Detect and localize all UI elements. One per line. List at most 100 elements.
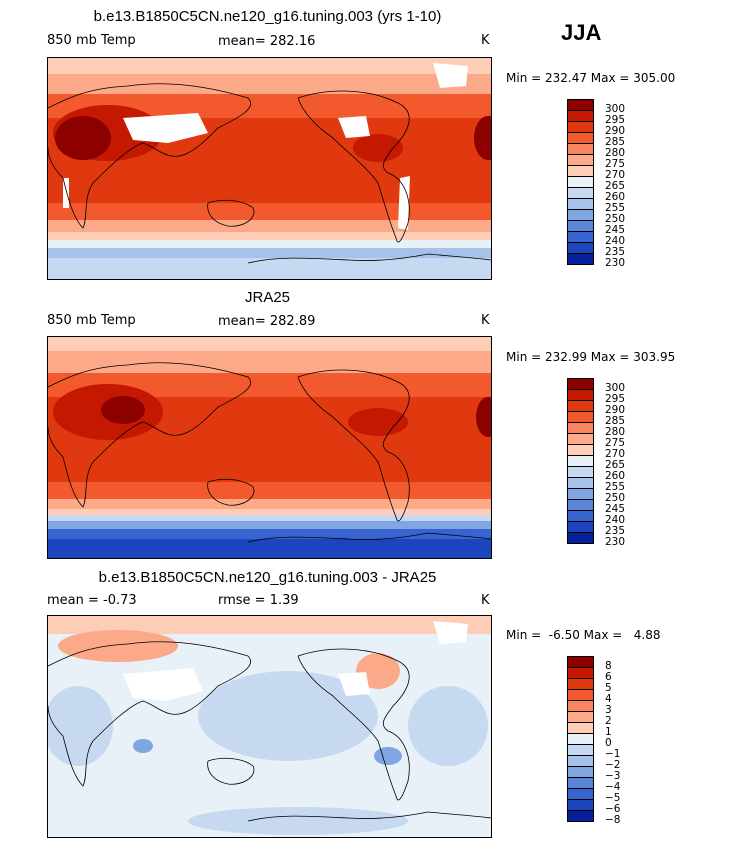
band-subtropic-south <box>48 482 491 499</box>
panel-1-map <box>47 57 492 280</box>
band-antarctic-outer <box>48 529 491 539</box>
band-mid-lat-south <box>48 499 491 509</box>
missing-greenland <box>433 63 468 88</box>
panel-2-colorbar <box>567 378 594 544</box>
colorbar-tick-label: 280 <box>605 426 626 438</box>
hotspot-sahara <box>55 116 111 160</box>
missing-tibet <box>123 668 203 701</box>
colorbar-tick-label: −8 <box>605 814 621 826</box>
season-label: JJA <box>561 20 602 45</box>
colorbar-tick-label: 0 <box>605 737 612 749</box>
band-south-cool <box>48 232 491 240</box>
diff-arctic-warm <box>48 616 491 634</box>
diff-atlantic-cool <box>408 686 488 766</box>
colorbar-tick-label: 4 <box>605 693 612 705</box>
colorbar-tick-label: 295 <box>605 393 626 405</box>
colorbar-tick-label: 295 <box>605 114 626 126</box>
band-high-lat-north <box>48 74 491 94</box>
missing-tibet <box>123 113 208 143</box>
colorbar-tick-label: 280 <box>605 147 626 159</box>
colorbar-tick-label: −4 <box>605 781 621 793</box>
colorbar-tick-label: 255 <box>605 481 626 493</box>
coast-antarctica <box>247 532 491 543</box>
colorbar-tick-label: 235 <box>605 246 626 258</box>
coast-eurasia-africa <box>48 641 251 787</box>
colorbar-tick-label: 260 <box>605 191 626 203</box>
band-antarctic-edge <box>48 248 491 258</box>
colorbar-tick-label: 285 <box>605 415 626 427</box>
hotspot-east-edge <box>474 116 491 160</box>
diff-indonesia-cool <box>133 739 153 753</box>
colorbar-tick-label: −3 <box>605 770 621 782</box>
missing-rockies <box>338 672 370 696</box>
band-arctic <box>48 58 491 74</box>
colorbar-tick-label: 250 <box>605 492 626 504</box>
colorbar-tick-label: 245 <box>605 503 626 515</box>
hotspot-arabia <box>101 396 145 424</box>
panel-3-units: K <box>481 593 490 608</box>
colorbar-tick-label: −5 <box>605 792 621 804</box>
panel-2-variable-label: 850 mb Temp <box>47 313 136 328</box>
coast-americas <box>297 648 410 801</box>
coast-australia <box>207 199 255 227</box>
colorbar-tick-label: 6 <box>605 671 612 683</box>
band-antarctic <box>48 539 491 558</box>
colorbar-tick-label: 245 <box>605 224 626 236</box>
band-antarctic-edge <box>48 521 491 529</box>
panel-1-mean-label: mean= 282.16 <box>218 34 316 49</box>
colorbar-tick-label: 300 <box>605 382 626 394</box>
band-south-cold <box>48 515 491 521</box>
colorbar-tick-label: 290 <box>605 125 626 137</box>
colorbar-tick-label: 270 <box>605 169 626 181</box>
panel-3-colorbar <box>567 656 594 822</box>
colorbar-tick-label: 235 <box>605 525 626 537</box>
panel-3-map-svg <box>48 616 491 837</box>
colorbar-tick-label: 270 <box>605 448 626 460</box>
band-antarctic <box>48 258 491 279</box>
band-mid-lat-south <box>48 220 491 232</box>
hotspot-east-edge <box>476 397 491 437</box>
colorbar-tick-label: 240 <box>605 235 626 247</box>
panel-1-colorbar <box>567 99 594 265</box>
panel-2-units: K <box>481 313 490 328</box>
panel-2-title: JRA25 <box>244 289 291 306</box>
panel-2-map <box>47 336 492 559</box>
colorbar-tick-label: 260 <box>605 470 626 482</box>
panel-1-variable-label: 850 mb Temp <box>47 33 136 48</box>
colorbar-tick-label: 265 <box>605 459 626 471</box>
panel-2-mean-label: mean= 282.89 <box>218 314 316 329</box>
colorbar-tick-label: 230 <box>605 536 626 548</box>
colorbar-tick-label: 8 <box>605 660 612 672</box>
colorbar-tick-label: 3 <box>605 704 612 716</box>
panel-1-minmax: Min = 232.47 Max = 305.00 <box>506 71 676 85</box>
missing-andes <box>398 176 410 230</box>
band-south-cool <box>48 509 491 515</box>
colorbar-tick-label: 275 <box>605 437 626 449</box>
diff-antarctic-cool <box>188 807 408 835</box>
coast-antarctica <box>247 811 491 822</box>
colorbar-tick-label: 240 <box>605 514 626 526</box>
panel-2-minmax: Min = 232.99 Max = 303.95 <box>506 350 676 364</box>
colorbar-tick-label: −2 <box>605 759 621 771</box>
band-south-cold <box>48 240 491 248</box>
diff-peru-cool <box>374 747 402 765</box>
colorbar-tick-label: −1 <box>605 748 621 760</box>
panel-3-map <box>47 615 492 838</box>
colorbar-tick-label: 285 <box>605 136 626 148</box>
colorbar-tick-label: 1 <box>605 726 612 738</box>
colorbar-tick-label: 300 <box>605 103 626 115</box>
band-arctic <box>48 337 491 351</box>
diff-eurasia-warm <box>58 630 178 662</box>
coast-eurasia-africa <box>48 362 251 508</box>
band-subtropic-south <box>48 203 491 220</box>
coast-antarctica <box>247 253 491 264</box>
band-high-lat-north <box>48 351 491 373</box>
panel-1-units: K <box>481 33 490 48</box>
colorbar-tick-label: 290 <box>605 404 626 416</box>
panel-3-mean-label: mean = -0.73 <box>47 593 137 608</box>
colorbar-tick-label: 250 <box>605 213 626 225</box>
panel-3-rmse-label: rmse = 1.39 <box>218 593 299 608</box>
panel-3-title: b.e13.B1850C5CN.ne120_g16.tuning.003 - J… <box>98 569 437 586</box>
coast-australia <box>207 478 255 506</box>
missing-greenland <box>433 621 468 644</box>
